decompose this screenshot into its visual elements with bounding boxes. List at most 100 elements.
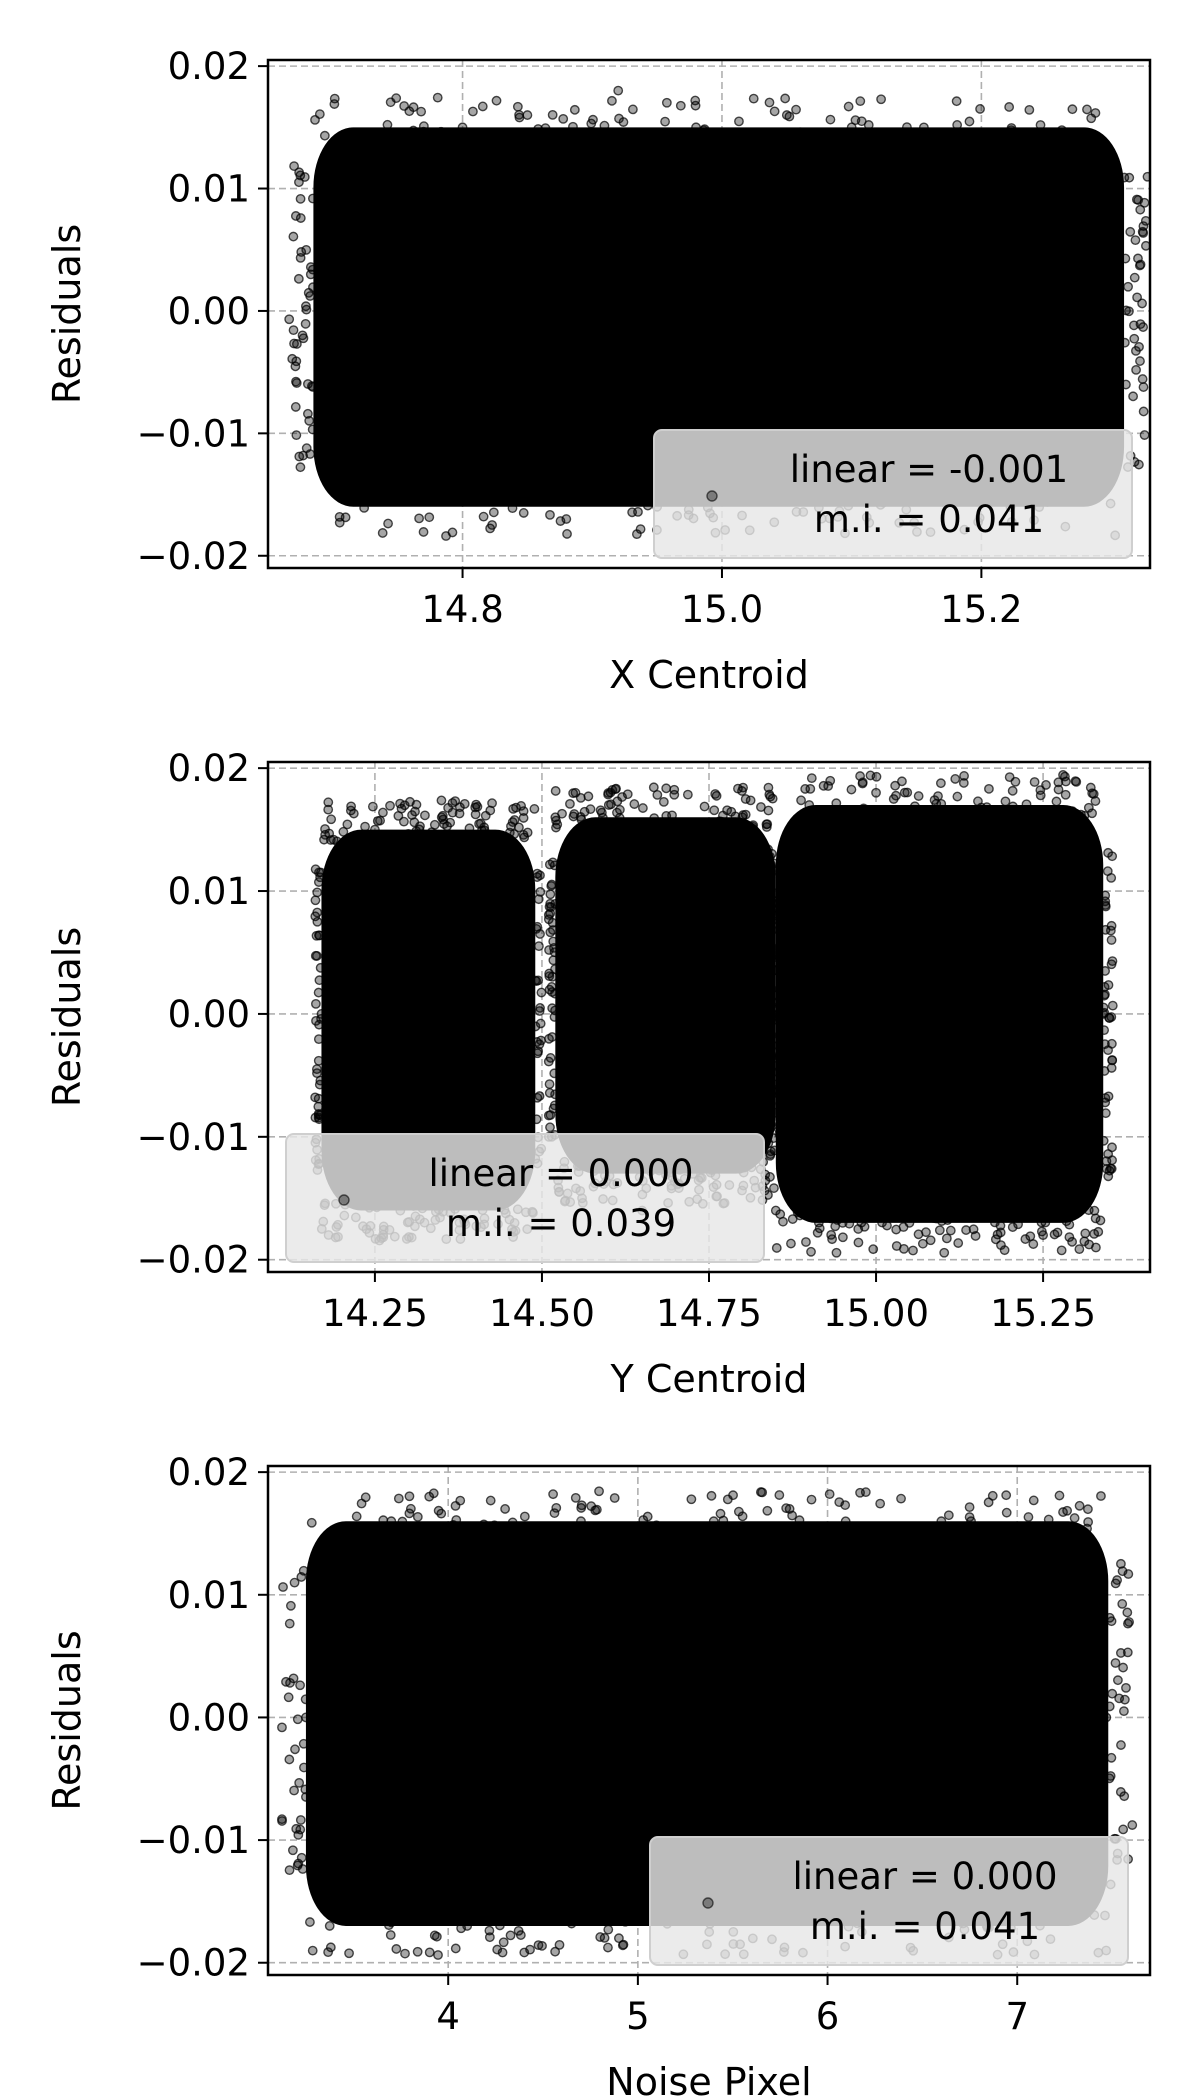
scatter-point [297, 330, 308, 341]
scatter-point [313, 1055, 324, 1066]
scatter-point [1107, 1688, 1118, 1699]
scatter-point [503, 836, 514, 847]
scatter-point [372, 816, 383, 826]
scatter-point [686, 1494, 697, 1505]
scatter-point [569, 104, 580, 115]
scatter-point [537, 1940, 547, 1951]
scatter-point [550, 786, 561, 796]
scatter-point [833, 1210, 843, 1221]
scatter-point [658, 796, 669, 807]
scatter-point [412, 1946, 423, 1957]
scatter-point [305, 262, 316, 272]
scatter-point [491, 95, 502, 106]
x-tick-label: 14.8 [421, 588, 503, 631]
scatter-point [314, 1079, 325, 1090]
scatter-point [297, 1864, 308, 1874]
scatter-point [765, 1172, 775, 1182]
scatter-point [290, 1744, 300, 1755]
scatter-point [518, 806, 529, 817]
scatter-point [709, 805, 720, 816]
scatter-point [351, 1511, 362, 1522]
scatter-point [787, 1214, 798, 1224]
scatter-point [861, 804, 872, 815]
scatter-point [1123, 281, 1133, 292]
scatter-point [921, 1227, 931, 1238]
scatter-point [1100, 1097, 1111, 1108]
scatter-point [561, 514, 572, 524]
scatter-point [418, 527, 429, 537]
scatter-point [431, 159, 442, 169]
scatter-point [518, 508, 529, 518]
scatter-point [1117, 1599, 1128, 1609]
scatter-point [865, 770, 876, 781]
scatter-point [305, 1917, 315, 1927]
scatter-point [1119, 172, 1130, 183]
scatter-point [1100, 900, 1111, 910]
scatter-point [436, 812, 447, 823]
scatter-point [649, 813, 660, 824]
scatter-point [902, 122, 912, 133]
scatter-point [485, 805, 496, 816]
scatter-point [291, 430, 302, 441]
scatter-point [468, 106, 478, 117]
scatter-point [871, 787, 881, 798]
scatter-point [708, 1516, 719, 1527]
scatter-point [618, 1939, 629, 1950]
point-cloud [555, 817, 776, 1174]
scatter-point [426, 827, 437, 838]
scatter-point [715, 1508, 726, 1519]
scatter-point [534, 941, 544, 952]
scatter-point [287, 1845, 298, 1856]
scatter-point [917, 1238, 928, 1249]
scatter-point [277, 1816, 287, 1826]
scatter-point [382, 119, 393, 130]
scatter-point [544, 984, 555, 995]
y-tick-label: 0.01 [168, 1574, 250, 1617]
scatter-point [737, 812, 748, 823]
scatter-point [897, 776, 907, 787]
scatter-point [1004, 102, 1015, 112]
scatter-point [1103, 1171, 1114, 1182]
scatter-point [1058, 1206, 1068, 1216]
scatter-point [691, 122, 701, 133]
scatter-point [1079, 1236, 1090, 1247]
scatter-point [996, 1240, 1006, 1251]
scatter-point [529, 804, 540, 814]
axes-frame [266, 58, 1152, 570]
scatter-point [872, 807, 883, 818]
scatter-point [1119, 337, 1130, 348]
scatter-point [675, 100, 686, 111]
scatter-point [319, 130, 330, 141]
scatter-point [478, 511, 489, 522]
scatter-point [1107, 851, 1118, 862]
scatter-point [277, 1722, 287, 1733]
legend-text: linear = -0.001 [790, 448, 1068, 491]
scatter-point [734, 116, 744, 127]
scatter-point [408, 125, 419, 136]
scatter-point [945, 1225, 956, 1236]
scatter-point [304, 415, 315, 426]
point-cloud [305, 1521, 1109, 1926]
scatter-point [837, 1217, 848, 1228]
scatter-point [1107, 1000, 1118, 1011]
scatter-point [1074, 1500, 1085, 1511]
scatter-point [1118, 1662, 1129, 1673]
scatter-point [888, 794, 899, 804]
scatter-point [1138, 382, 1149, 392]
scatter-point [770, 1010, 781, 1021]
y-axis-label: Residuals [45, 224, 89, 404]
scatter-point [576, 814, 587, 825]
scatter-point [609, 1493, 620, 1503]
ticks: 14.8 15.0 15.2 −0.02 −0.01 0.00 0.01 0.02 [137, 45, 1023, 631]
scatter-point [1105, 1771, 1116, 1781]
scatter-point [761, 819, 772, 830]
scatter-point [336, 886, 347, 896]
scatter-point [403, 829, 414, 839]
scatter-point [1047, 1207, 1057, 1218]
legend-text: linear = 0.000 [792, 1855, 1057, 1898]
scatter-point [307, 424, 318, 435]
scatter-point [1121, 305, 1131, 316]
x-tick-label: 15.2 [940, 588, 1022, 631]
scatter-point [970, 1231, 981, 1241]
scatter-point [857, 777, 868, 788]
